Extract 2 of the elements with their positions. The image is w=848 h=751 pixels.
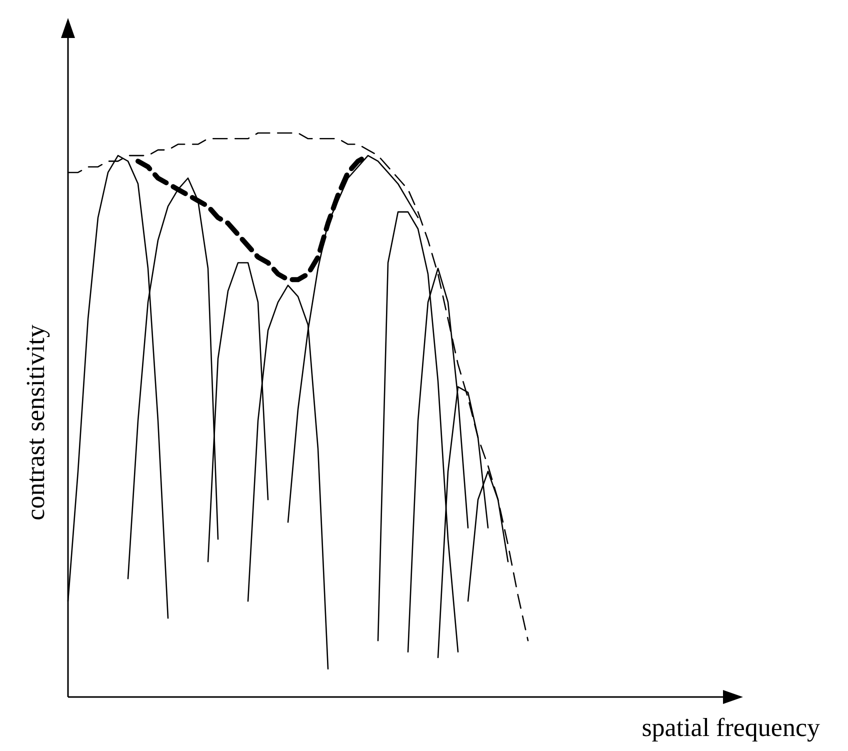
- y-axis-title: contrast sensitivity: [21, 324, 50, 520]
- x-axis-title: spatial frequency: [642, 713, 820, 742]
